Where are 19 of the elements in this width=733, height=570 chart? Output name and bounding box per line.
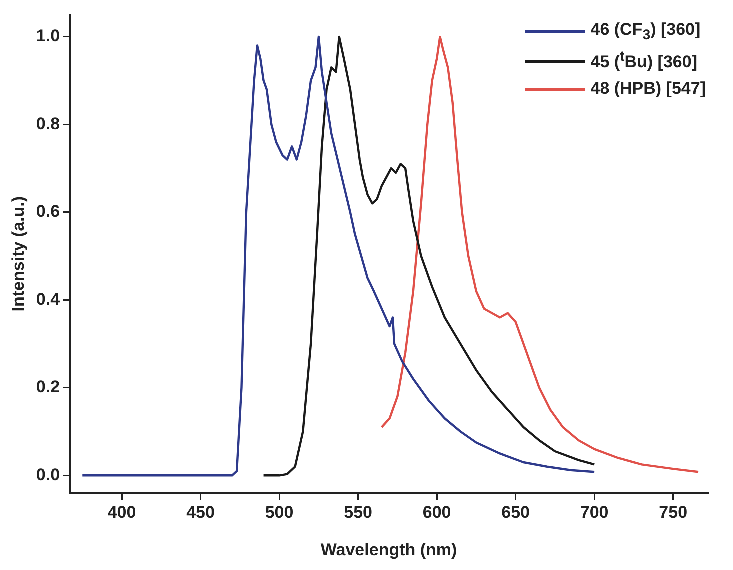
x-tick-label: 750 [659, 503, 688, 522]
y-tick-label: 0.8 [36, 114, 60, 134]
x-tick-label: 450 [186, 503, 215, 522]
y-tick-label: 0.2 [36, 378, 60, 397]
x-tick-label: 550 [344, 503, 372, 522]
x-tick-label: 500 [265, 503, 294, 522]
y-axis-title: Intensity (a.u.) [8, 196, 28, 312]
x-tick-label: 400 [108, 503, 136, 522]
y-tick-label: 0.0 [36, 465, 60, 484]
legend-label: 46 (CF$_{3}$) [360] [590, 20, 701, 44]
x-axis-title: Wavelength (nm) [320, 540, 458, 560]
x-tick-label: 700 [580, 503, 609, 522]
x-tick-label: 650 [502, 503, 530, 522]
y-tick-label: 0.6 [36, 202, 60, 222]
legend-label: 48 (HPB) [547] [590, 79, 706, 100]
y-tick-label: 1.0 [36, 26, 60, 46]
legend-label: 45 ($^{t}$Bu) [360] [590, 49, 698, 74]
y-tick-label: 0.4 [36, 290, 61, 309]
x-tick-label: 600 [422, 503, 452, 522]
